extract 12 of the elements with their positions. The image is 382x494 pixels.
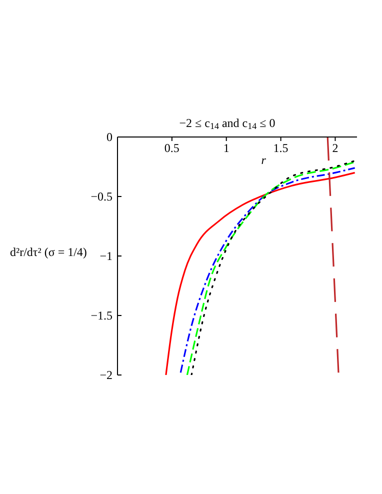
chart-title: −2 ≤ c$_{14}$ and c$_{14}$ ≤ 0 (179, 116, 276, 132)
x-tick-label: 1.5 (273, 141, 288, 155)
y-tick-label: −1.5 (90, 308, 112, 322)
y-tick-label: −0.5 (90, 190, 112, 204)
x-tick-label: 1 (223, 141, 230, 155)
x-axis-title: r (261, 153, 266, 167)
y-tick-label: −2 (100, 368, 112, 382)
y-axis-title: d²r/dτ² (σ = 1/4) (10, 245, 87, 259)
y-tick-label: 0 (106, 130, 112, 144)
x-tick-label: 2 (332, 141, 338, 155)
y-tick-label: −1 (100, 249, 112, 263)
x-tick-label: 0.5 (164, 141, 180, 155)
